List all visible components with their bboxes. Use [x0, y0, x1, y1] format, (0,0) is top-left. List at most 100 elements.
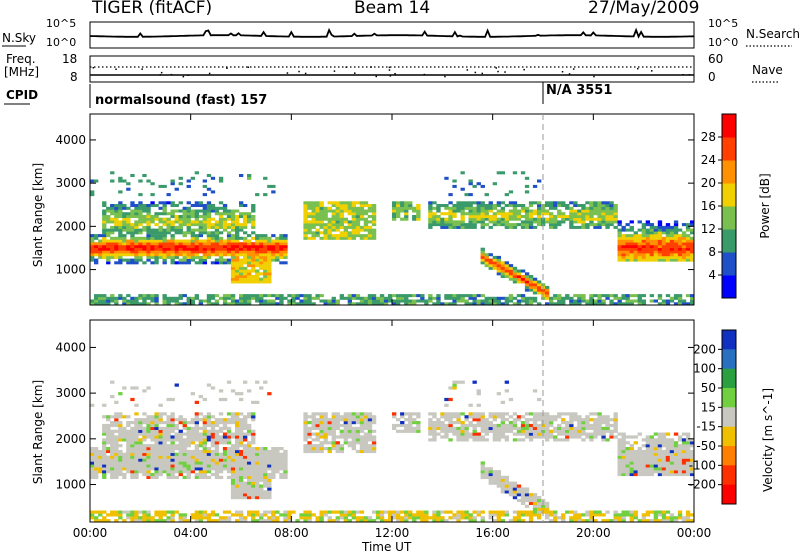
noise-sky-series: [89, 27, 695, 39]
nave-point: [481, 72, 483, 75]
nave-point: [466, 69, 469, 71]
velocity-ytick-label: 4000: [55, 340, 86, 354]
nsearch-tick-high: 10^5: [708, 17, 739, 30]
velocity-colorbar-segment: [722, 349, 736, 370]
nave-point: [423, 73, 426, 76]
nsearch-tick-low: 10^0: [708, 36, 739, 49]
velocity-colorbar-segment: [722, 330, 736, 350]
velocity-colorbar-segment: [722, 484, 736, 505]
power-colorbar-segment: [722, 275, 736, 299]
noise-panel-frame: [89, 21, 695, 49]
xtick-label: 08:00: [274, 526, 309, 540]
velocity-colorbar-tick-label: 200: [693, 342, 716, 356]
nsearch-label: N.Search: [746, 27, 800, 41]
nave-point: [637, 67, 639, 70]
nave-point: [304, 72, 307, 75]
power-colorbar-tick-label: 12: [701, 222, 716, 236]
velocity-ytick-label: 1000: [55, 478, 86, 492]
nave-point: [388, 69, 391, 71]
nave-point: [572, 68, 575, 70]
nave-point: [333, 70, 336, 72]
nave-point: [247, 66, 250, 68]
nave-point: [286, 72, 289, 74]
nave-point: [688, 74, 691, 76]
power-colorbar-tick-label: 16: [701, 199, 716, 213]
nave-point: [160, 71, 163, 74]
nave-point: [394, 73, 396, 75]
power-colorbar-tick-label: 4: [708, 268, 716, 282]
power-colorbar-segment: [722, 137, 736, 161]
nsky-tick-low: 10^0: [46, 36, 77, 49]
nave-point: [388, 66, 391, 69]
nave-label: Nave: [752, 63, 783, 77]
velocity-colorbar-tick-label: 100: [693, 362, 716, 376]
power-colorbar-tick-label: 28: [701, 130, 716, 144]
velocity-colorbar-tick-label: 50: [701, 381, 716, 395]
power-colorbar-segment: [722, 229, 736, 253]
velocity-colorbar-tick-label: -50: [696, 439, 716, 453]
velocity-colorbar-segment: [722, 426, 736, 447]
nave-point: [682, 74, 684, 76]
power-colorbar-segment: [722, 252, 736, 276]
velocity-colorbar-segment: [722, 465, 736, 486]
nave-point: [389, 75, 392, 77]
nave-point: [495, 67, 497, 69]
velocity-ytick-label: 3000: [55, 386, 86, 400]
nave-point: [141, 68, 143, 70]
xtick-label: 20:00: [576, 526, 611, 540]
power-ytick-label: 4000: [55, 133, 86, 147]
nave-point: [170, 73, 173, 76]
xtick-label: 16:00: [475, 526, 510, 540]
xtick-label: 12:00: [375, 526, 410, 540]
velocity-colorbar-frame: [721, 329, 737, 505]
nsky-tick-high: 10^5: [46, 17, 77, 30]
plot-title: TIGER (fitACF): [92, 0, 213, 18]
nave-point: [651, 70, 653, 72]
nave-tick-low: 0: [708, 70, 716, 84]
cpid-segment-1: normalsound (fast) 157: [95, 93, 268, 108]
beam-label: Beam 14: [354, 0, 431, 18]
velocity-colorbar-segment: [722, 368, 736, 389]
power-colorbar-segment: [722, 206, 736, 230]
nave-point: [345, 66, 347, 68]
power-ytick-label: 2000: [55, 219, 86, 233]
nave-tick-high: 60: [708, 52, 724, 66]
xtick-label: 04:00: [173, 526, 208, 540]
freq-panel-frame: [89, 55, 695, 83]
power-ytick-label: 1000: [55, 263, 86, 277]
velocity-colorbar-tick-label: -100: [689, 458, 716, 472]
nave-point: [226, 67, 228, 69]
nave-point: [115, 68, 117, 70]
x-axis-label: Time UT: [362, 540, 412, 554]
velocity-colorbar-segment: [722, 446, 736, 466]
power-colorbar-segment: [722, 160, 736, 184]
freq-tick-high: 18: [62, 52, 78, 66]
velocity-heatmap-cells: [90, 380, 695, 523]
velocity-colorbar-tick-label: -200: [689, 478, 716, 492]
velocity-colorbar-tick-label: -15: [696, 420, 716, 434]
nave-point: [474, 71, 477, 74]
power-colorbar-tick-label: 20: [701, 176, 716, 190]
nave-point: [593, 75, 595, 78]
velocity-colorbar-segment: [722, 388, 736, 408]
velocity-ytick-label: 2000: [55, 432, 86, 446]
velocity-colorbar-segment: [722, 407, 736, 428]
power-colorbar-tick-label: 24: [701, 153, 716, 167]
nave-point: [187, 74, 189, 76]
nave-point: [92, 67, 95, 69]
power-ytick-label: 3000: [55, 176, 86, 190]
xtick-label: 00:00: [677, 526, 712, 540]
date-label: 27/May/2009: [588, 0, 700, 18]
power-colorbar-tick-label: 8: [708, 245, 716, 259]
freq-tick-low: 8: [70, 70, 78, 84]
velocity-colorbar-tick-label: 15: [701, 400, 716, 414]
cpid-segment-2: N/A 3551: [546, 83, 613, 98]
power-heatmap-cells: [90, 171, 695, 306]
nave-point: [159, 74, 162, 76]
nave-point: [370, 66, 372, 68]
nave-point: [354, 72, 356, 74]
nave-point: [298, 70, 300, 73]
nave-point: [497, 70, 499, 73]
nave-point: [182, 75, 185, 78]
